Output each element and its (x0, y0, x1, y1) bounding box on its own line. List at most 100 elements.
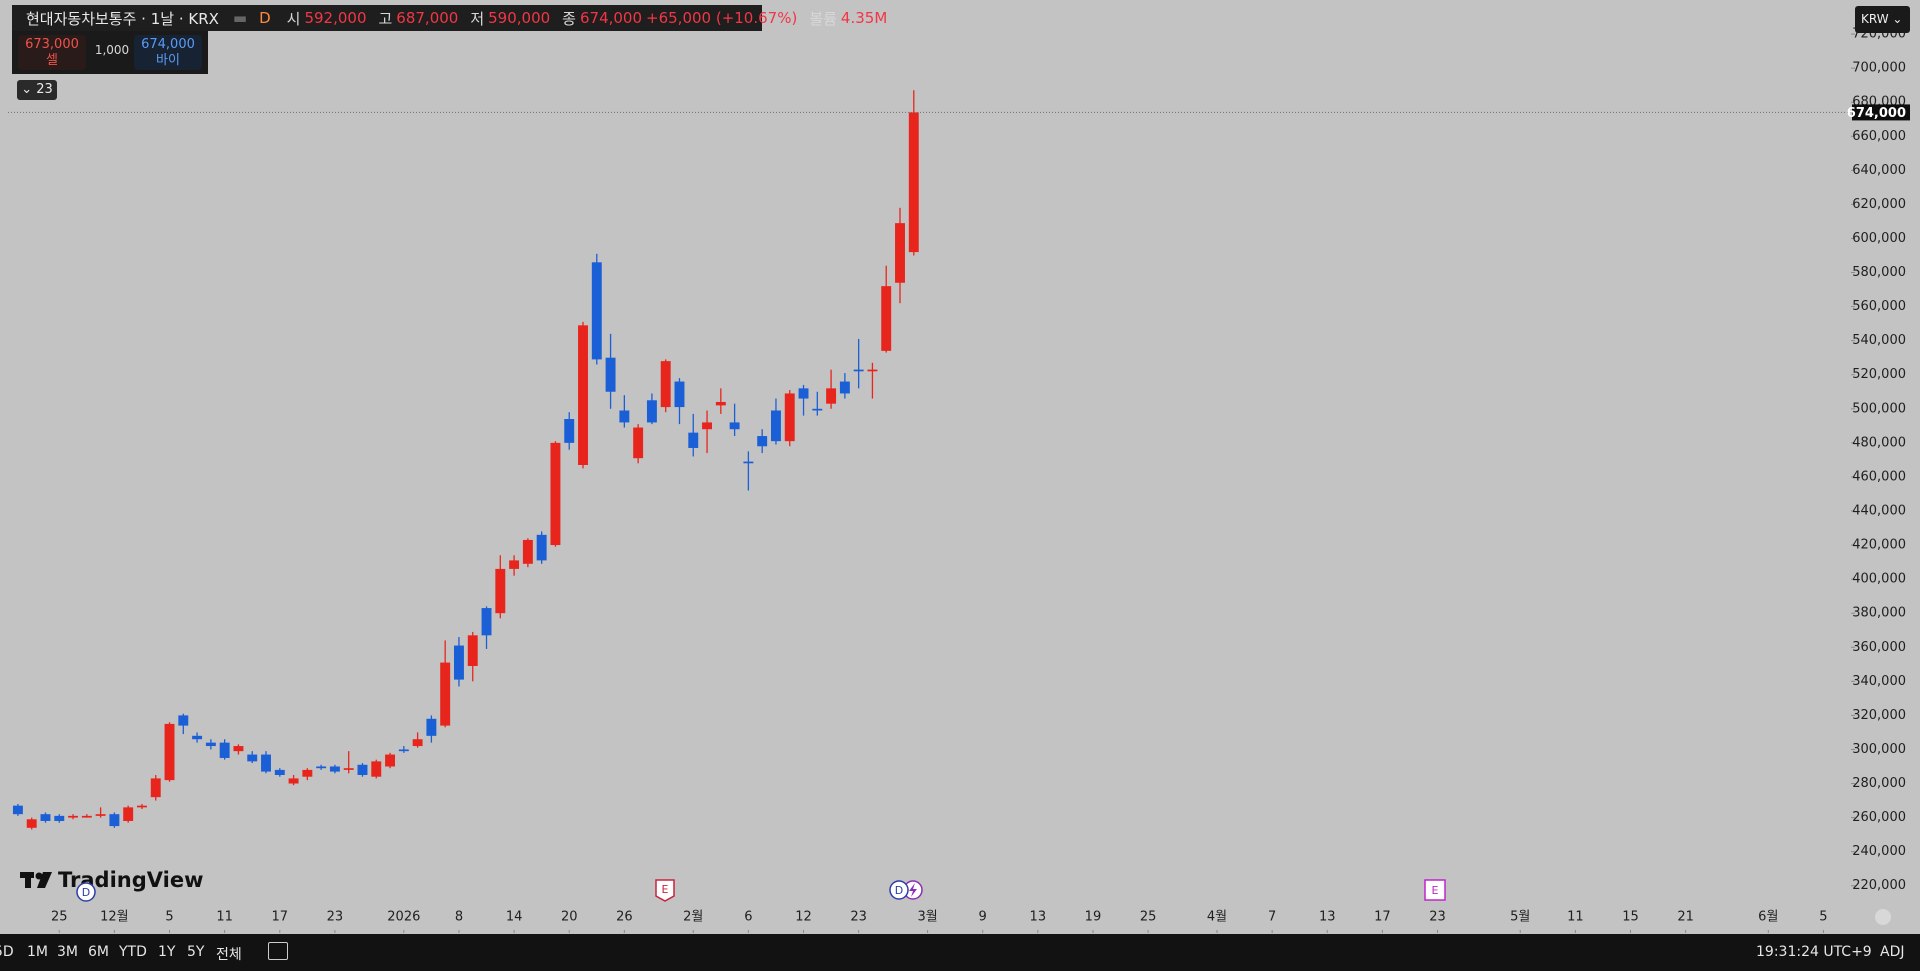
symbol[interactable]: 현대자동차보통주 · 1날 · KRX (26, 9, 219, 28)
buy-button[interactable]: 674,000 바이 (134, 35, 202, 70)
x-tick-label: 9 (979, 910, 987, 925)
trade-panel: 673,000 셀 1,000 674,000 바이 (12, 31, 208, 74)
x-tick-label: 23 (850, 910, 867, 925)
candle-body (357, 764, 368, 775)
candle-body (715, 401, 726, 406)
range-button[interactable]: 6M (88, 944, 109, 960)
candle-body (81, 815, 92, 818)
y-tick-label: 520,000 (1852, 367, 1906, 382)
adj-button[interactable]: ADJ (1880, 944, 1905, 960)
y-tick-label: 300,000 (1852, 742, 1906, 757)
y-tick-label: 580,000 (1852, 265, 1906, 280)
candle-body (178, 715, 189, 726)
y-tick-label: 440,000 (1852, 503, 1906, 518)
x-tick-label: 23 (1429, 910, 1446, 925)
candle-body (688, 432, 699, 448)
y-tick-label: 540,000 (1852, 333, 1906, 348)
event-label[interactable]: D (82, 886, 90, 899)
legend-header: 현대자동차보통주 · 1날 · KRX ▬ D 시 592,000 고 687,00… (12, 5, 887, 31)
range-button[interactable]: 1Y (158, 944, 176, 960)
x-tick-label: 2월 (683, 910, 703, 925)
candle-body (660, 361, 671, 408)
y-tick-label: 220,000 (1852, 878, 1906, 893)
candle-body (316, 766, 327, 769)
candle-body (164, 723, 175, 781)
last-price-tag (1852, 104, 1910, 121)
open: 592,000 (304, 9, 367, 27)
candle-body (109, 814, 120, 827)
candle-body (412, 739, 423, 747)
open-label: 시 (286, 9, 301, 28)
candle-body (798, 388, 809, 399)
range-button[interactable]: 5D (0, 944, 14, 960)
indicators-count: 23 (36, 82, 53, 97)
x-tick-label: 6월 (1758, 910, 1778, 925)
x-tick-label: 23 (327, 910, 344, 925)
candle-body (812, 408, 823, 411)
range-button[interactable]: 전체 (216, 947, 242, 963)
candle-body (26, 819, 37, 828)
y-tick-label: 240,000 (1852, 844, 1906, 859)
y-tick-label: 400,000 (1852, 572, 1906, 587)
candle-body (440, 662, 451, 726)
indicators-toggle[interactable]: ⌄ 23 (17, 80, 57, 100)
y-tick-label: 460,000 (1852, 469, 1906, 484)
range-button[interactable]: YTD (119, 944, 147, 960)
event-label[interactable]: E (662, 883, 669, 896)
low: 590,000 (488, 9, 551, 27)
currency-button[interactable]: KRW ⌄ (1855, 6, 1910, 33)
candle-body (895, 223, 905, 283)
candle-body (605, 357, 616, 392)
y-tick-label: 640,000 (1852, 163, 1906, 178)
range-button[interactable]: 5Y (187, 944, 205, 960)
change: +65,000 (+10.67%) (646, 9, 798, 27)
candle-body (522, 539, 533, 564)
y-tick-label: 620,000 (1852, 197, 1906, 212)
event-label[interactable]: E (1432, 884, 1439, 897)
candle-body (219, 742, 230, 758)
candle-body (881, 286, 892, 351)
clock: 19:31:24 UTC+9 (1756, 944, 1872, 960)
x-tick-label: 20 (561, 910, 578, 925)
candle-body (509, 560, 520, 569)
candle-body (495, 568, 506, 614)
volume: 4.35M (840, 9, 888, 27)
low-label: 저 (470, 9, 485, 28)
x-tick-label: 26 (616, 910, 633, 925)
candle-body (40, 814, 51, 821)
candle-body (467, 635, 478, 666)
y-tick-label: 380,000 (1852, 606, 1906, 621)
candle-body (302, 769, 313, 777)
sell-price: 673,000 (25, 37, 79, 52)
x-tick-label: 5 (165, 910, 173, 925)
x-tick-label: 12 (795, 910, 812, 925)
candle-body (839, 381, 850, 394)
x-tick-label: 2026 (387, 910, 420, 925)
candle-body (12, 805, 23, 815)
spread: 1,000 (94, 43, 130, 57)
x-tick-label: 13 (1030, 910, 1047, 925)
buy-label: 바이 (156, 53, 180, 68)
sell-label: 셀 (46, 53, 58, 68)
x-tick-label: 4월 (1207, 910, 1227, 925)
event-label[interactable]: D (895, 884, 903, 897)
range-button[interactable]: 3M (57, 944, 78, 960)
x-tick-label: 13 (1319, 910, 1336, 925)
candle-body (757, 436, 768, 447)
auto-scale[interactable] (1875, 909, 1891, 925)
range-button[interactable]: 1M (27, 944, 48, 960)
x-tick-label: 6 (744, 910, 752, 925)
close: 674,000 (579, 9, 643, 27)
date-range-button[interactable] (268, 942, 288, 960)
sell-button[interactable]: 673,000 셀 (18, 35, 86, 70)
candle-body (453, 645, 464, 680)
y-tick-label: 480,000 (1852, 435, 1906, 450)
x-tick-label: 21 (1677, 910, 1694, 925)
candle-body (702, 422, 713, 430)
plot-area (8, 90, 1851, 830)
x-tick-label: 12월 (100, 910, 129, 925)
candle-body (329, 766, 340, 772)
y-tick-label: 600,000 (1852, 231, 1906, 246)
